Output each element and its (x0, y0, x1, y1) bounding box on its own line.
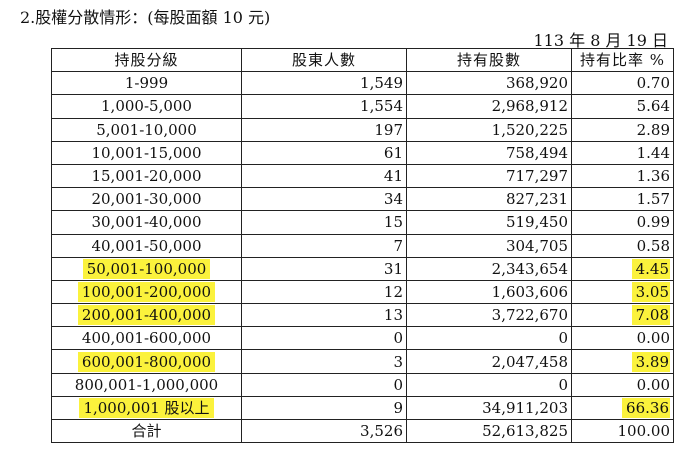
shareholding-level-cell: 600,001-800,000 (51, 349, 242, 374)
shareholding-level-cell: 1,000,001 股以上 (51, 395, 242, 421)
shares-held-cell: 2,047,458 (406, 349, 572, 374)
page-heading: 2.股權分散情形：(每股面額 10 元) (20, 8, 271, 27)
table-row: 10,001-15,000 61 758,494 1.44 (51, 140, 674, 165)
table-row: 1,000-5,000 1,554 2,968,912 5.64 (51, 94, 674, 119)
shareholding-level-cell: 5,001-10,000 (51, 117, 242, 142)
shares-held-cell: 1,520,225 (406, 117, 572, 142)
shares-held-cell: 0 (406, 372, 572, 397)
table-row: 5,001-10,000 197 1,520,225 2.89 (51, 117, 674, 142)
holder-count-cell: 61 (241, 140, 407, 165)
table-body: 1-999 1,549 368,920 0.70 1,000-5,000 1,554 2,9… (51, 71, 674, 421)
highlighted-value: 200,001-400,000 (77, 305, 216, 326)
highlighted-value: 66.36 (622, 397, 670, 418)
table-row: 200,001-400,000 13 3,722,670 7.08 (51, 303, 674, 328)
table-header-row: 持股分級 股東人數 持有股數 持有比率 % (51, 47, 674, 73)
table-row: 40,001-50,000 7 304,705 0.58 (51, 233, 674, 258)
holding-ratio-cell: 1.36 (571, 163, 674, 189)
holding-ratio-cell: 3.05 (571, 279, 674, 305)
holder-count-cell: 3 (241, 349, 407, 374)
report-date: 113 年 8 月 19 日 (533, 31, 668, 50)
highlighted-value: 3.89 (631, 351, 670, 372)
holder-count-cell: 31 (241, 256, 407, 281)
table-row: 1,000,001 股以上 9 34,911,203 66.36 (51, 395, 674, 421)
table-row: 50,001-100,000 31 2,343,654 4.45 (51, 256, 674, 281)
shares-held-cell: 717,297 (406, 163, 572, 189)
table-row: 100,001-200,000 12 1,603,606 3.05 (51, 279, 674, 305)
holder-count-cell: 12 (241, 279, 407, 305)
shareholding-distribution-table: 持股分級 股東人數 持有股數 持有比率 % 1-999 1,549 368,920 0… (51, 47, 674, 444)
shares-held-cell: 827,231 (406, 187, 572, 212)
holding-ratio-cell: 0.00 (571, 372, 674, 397)
shares-held-cell: 3,722,670 (406, 303, 572, 328)
total-label: 合計 (51, 418, 242, 444)
highlighted-value: 3.05 (631, 281, 670, 302)
total-pct: 100.00 (571, 418, 674, 444)
holder-count-cell: 34 (241, 187, 407, 212)
table-row: 600,001-800,000 3 2,047,458 3.89 (51, 349, 674, 374)
shareholding-level-cell: 800,001-1,000,000 (51, 372, 242, 397)
header-holder-count: 股東人數 (241, 47, 407, 73)
shares-held-cell: 519,450 (406, 210, 572, 235)
shareholding-level-cell: 30,001-40,000 (51, 210, 242, 235)
table-row: 20,001-30,000 34 827,231 1.57 (51, 187, 674, 212)
highlighted-value: 50,001-100,000 (82, 258, 211, 279)
total-holders: 3,526 (241, 418, 407, 444)
holding-ratio-cell: 0.00 (571, 326, 674, 351)
total-shares: 52,613,825 (406, 418, 572, 444)
holder-count-cell: 13 (241, 303, 407, 328)
holding-ratio-cell: 3.89 (571, 349, 674, 374)
shares-held-cell: 0 (406, 326, 572, 351)
holding-ratio-cell: 1.44 (571, 140, 674, 165)
shareholding-level-cell: 50,001-100,000 (51, 256, 242, 281)
holder-count-cell: 9 (241, 395, 407, 421)
shares-held-cell: 34,911,203 (406, 395, 572, 421)
holder-count-cell: 41 (241, 163, 407, 189)
highlighted-value: 100,001-200,000 (77, 281, 216, 302)
highlighted-value: 7.08 (631, 305, 670, 326)
highlighted-value: 4.45 (631, 258, 670, 279)
shares-held-cell: 304,705 (406, 233, 572, 258)
table-row: 15,001-20,000 41 717,297 1.36 (51, 163, 674, 189)
header-shares-held: 持有股數 (406, 47, 572, 73)
shares-held-cell: 2,968,912 (406, 94, 572, 119)
shareholding-level-cell: 1-999 (51, 71, 242, 96)
shareholding-level-cell: 10,001-15,000 (51, 140, 242, 165)
shares-held-cell: 758,494 (406, 140, 572, 165)
header-shareholding-level: 持股分級 (51, 47, 242, 73)
shareholding-level-cell: 200,001-400,000 (51, 303, 242, 328)
shareholding-level-cell: 40,001-50,000 (51, 233, 242, 258)
highlighted-value: 600,001-800,000 (77, 351, 216, 372)
shareholding-level-cell: 15,001-20,000 (51, 163, 242, 189)
shareholding-level-cell: 20,001-30,000 (51, 187, 242, 212)
holding-ratio-cell: 2.89 (571, 117, 674, 142)
holding-ratio-cell: 7.08 (571, 303, 674, 328)
table-row: 1-999 1,549 368,920 0.70 (51, 71, 674, 96)
shareholding-level-cell: 100,001-200,000 (51, 279, 242, 305)
holder-count-cell: 0 (241, 326, 407, 351)
holder-count-cell: 7 (241, 233, 407, 258)
holding-ratio-cell: 5.64 (571, 94, 674, 119)
holder-count-cell: 1,554 (241, 94, 407, 119)
shares-held-cell: 368,920 (406, 71, 572, 96)
table-row: 30,001-40,000 15 519,450 0.99 (51, 210, 674, 235)
holding-ratio-cell: 1.57 (571, 187, 674, 212)
holder-count-cell: 15 (241, 210, 407, 235)
shareholding-level-cell: 1,000-5,000 (51, 94, 242, 119)
holding-ratio-cell: 0.99 (571, 210, 674, 235)
shares-held-cell: 1,603,606 (406, 279, 572, 305)
table-row: 400,001-600,000 0 0 0.00 (51, 326, 674, 351)
holding-ratio-cell: 4.45 (571, 256, 674, 281)
holding-ratio-cell: 0.58 (571, 233, 674, 258)
holder-count-cell: 197 (241, 117, 407, 142)
holding-ratio-cell: 66.36 (571, 395, 674, 421)
shareholding-level-cell: 400,001-600,000 (51, 326, 242, 351)
total-row: 合計 3,526 52,613,825 100.00 (51, 418, 674, 444)
shares-held-cell: 2,343,654 (406, 256, 572, 281)
holding-ratio-cell: 0.70 (571, 71, 674, 96)
highlighted-value: 1,000,001 股以上 (79, 397, 214, 418)
holder-count-cell: 1,549 (241, 71, 407, 96)
holder-count-cell: 0 (241, 372, 407, 397)
header-holding-ratio: 持有比率 % (571, 47, 674, 73)
table-row: 800,001-1,000,000 0 0 0.00 (51, 372, 674, 397)
